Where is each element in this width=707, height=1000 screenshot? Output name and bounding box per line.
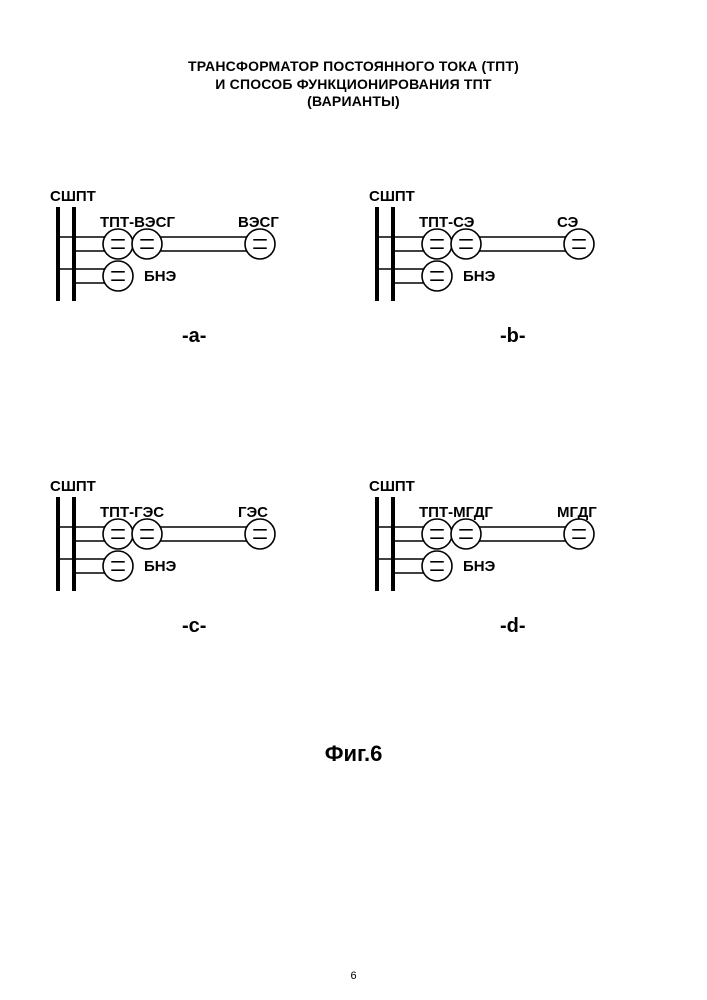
bne-label: БНЭ <box>144 268 177 285</box>
converter-pair <box>422 519 481 549</box>
tpt-label: ТПТ-МГДГ <box>419 504 493 521</box>
title-line-1: ТРАНСФОРМАТОР ПОСТОЯННОГО ТОКА (ТПТ) <box>40 58 667 76</box>
title-block: ТРАНСФОРМАТОР ПОСТОЯННОГО ТОКА (ТПТ) И С… <box>40 58 667 111</box>
subfigure-label: -c- <box>40 615 349 638</box>
title-line-2: И СПОСОБ ФУНКЦИОНИРОВАНИЯ ТПТ <box>40 76 667 94</box>
subfigure-svg-wrap: СШПТ ТПТ-МГДГ МГДГ БНЭ <box>359 461 649 611</box>
converter-pair <box>422 229 481 259</box>
bne-label: БНЭ <box>463 268 496 285</box>
bus-label: СШПТ <box>50 478 96 495</box>
subfigure-label: -b- <box>359 325 668 348</box>
subfigure-b: СШПТ ТПТ-СЭ СЭ БНЭ -b- <box>359 171 668 341</box>
page: ТРАНСФОРМАТОР ПОСТОЯННОГО ТОКА (ТПТ) И С… <box>0 0 707 1000</box>
bne-label: БНЭ <box>463 558 496 575</box>
source-symbol <box>245 519 275 549</box>
converter-pair <box>103 519 162 549</box>
tpt-label: ТПТ-ГЭС <box>100 504 164 521</box>
bne-symbol <box>103 261 133 291</box>
bus-label: СШПТ <box>369 478 415 495</box>
figure-grid: СШПТ ТПТ-ВЭСГ ВЭСГ БНЭ -a- <box>40 171 667 631</box>
source-label: ГЭС <box>238 504 268 521</box>
subfigure-c: СШПТ ТПТ-ГЭС ГЭС БНЭ -c- <box>40 461 349 631</box>
subfigure-svg: СШПТ ТПТ-СЭ СЭ БНЭ <box>359 171 649 321</box>
subfigure-svg: СШПТ ТПТ-МГДГ МГДГ БНЭ <box>359 461 649 611</box>
subfigure-svg: СШПТ ТПТ-ГЭС ГЭС БНЭ <box>40 461 330 611</box>
source-symbol <box>245 229 275 259</box>
bne-symbol <box>422 551 452 581</box>
source-symbol <box>564 229 594 259</box>
subfigure-svg-wrap: СШПТ ТПТ-ВЭСГ ВЭСГ БНЭ <box>40 171 330 321</box>
subfigure-d: СШПТ ТПТ-МГДГ МГДГ БНЭ -d- <box>359 461 668 631</box>
figure-caption: Фиг.6 <box>40 741 667 767</box>
subfigure-label: -a- <box>40 325 349 348</box>
title-line-3: (ВАРИАНТЫ) <box>40 93 667 111</box>
bne-symbol <box>103 551 133 581</box>
subfigure-svg-wrap: СШПТ ТПТ-ГЭС ГЭС БНЭ <box>40 461 330 611</box>
page-number: 6 <box>0 970 707 982</box>
source-label: СЭ <box>557 214 579 231</box>
bne-symbol <box>422 261 452 291</box>
subfigure-a: СШПТ ТПТ-ВЭСГ ВЭСГ БНЭ -a- <box>40 171 349 341</box>
subfigure-label: -d- <box>359 615 668 638</box>
source-symbol <box>564 519 594 549</box>
subfigure-svg: СШПТ ТПТ-ВЭСГ ВЭСГ БНЭ <box>40 171 330 321</box>
subfigure-svg-wrap: СШПТ ТПТ-СЭ СЭ БНЭ <box>359 171 649 321</box>
tpt-label: ТПТ-ВЭСГ <box>100 214 175 231</box>
bus-label: СШПТ <box>369 188 415 205</box>
bne-label: БНЭ <box>144 558 177 575</box>
converter-pair <box>103 229 162 259</box>
bus-label: СШПТ <box>50 188 96 205</box>
